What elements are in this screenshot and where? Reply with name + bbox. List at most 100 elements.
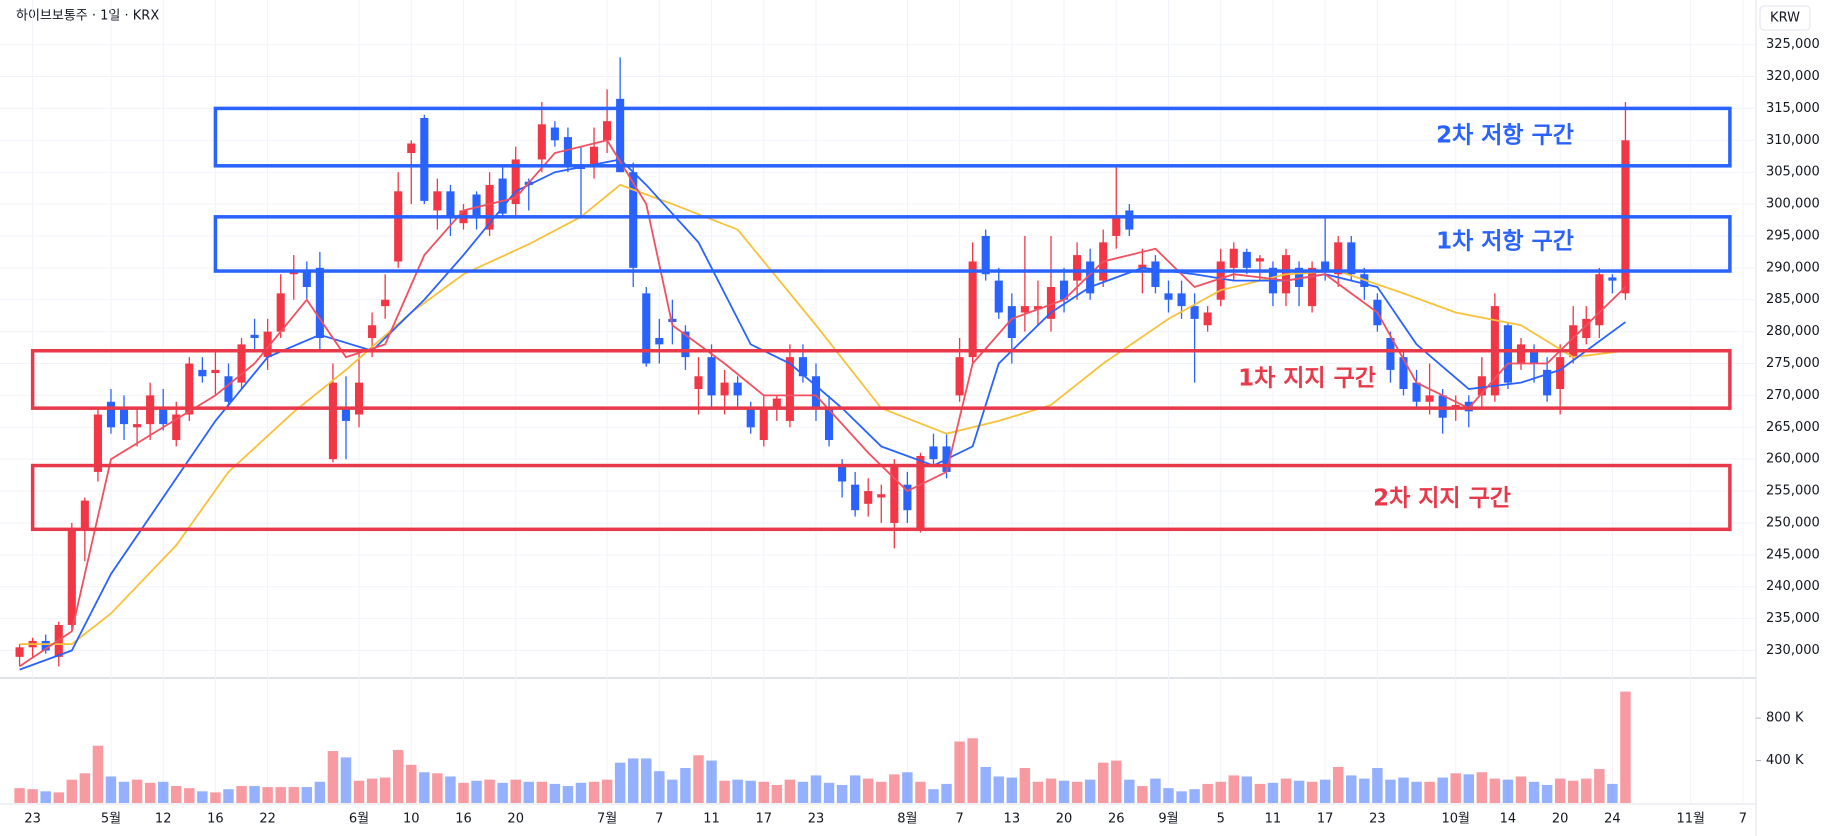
candle-body (133, 424, 142, 428)
y-tick-label: 240,000 (1766, 579, 1820, 594)
volume-bar (954, 741, 965, 803)
candle-body (589, 146, 599, 166)
candle-body (707, 357, 716, 396)
volume-bar (523, 781, 534, 803)
volume-bar (1411, 781, 1422, 803)
x-tick-label: 23 (1369, 812, 1386, 827)
volume-bar (823, 782, 835, 803)
volume-bar (1502, 779, 1514, 803)
volume-bar (1019, 767, 1031, 803)
volume-bar (1515, 776, 1527, 803)
volume-bar (314, 781, 326, 803)
volume-bar (327, 751, 339, 803)
volume-bar (706, 760, 717, 803)
zone-box (213, 106, 1732, 168)
x-tick-label: 20 (1056, 812, 1073, 827)
x-tick-label: 7 (1739, 812, 1747, 827)
y-tick-label: 320,000 (1766, 69, 1820, 84)
candle-body (1059, 280, 1069, 300)
y-tick-label: 270,000 (1766, 388, 1820, 403)
candle-body (981, 235, 990, 275)
volume-bar (340, 757, 352, 803)
volume-bar (1215, 781, 1226, 803)
candle-body (420, 117, 429, 201)
x-tick-label: 20 (507, 812, 524, 827)
volume-bar (14, 788, 25, 803)
candle-body (1151, 261, 1160, 287)
volume-bar (667, 779, 678, 803)
y-tick-label: 315,000 (1766, 101, 1820, 116)
volume-bar (210, 792, 221, 803)
volume-bar (654, 771, 665, 803)
y-tick-label: 255,000 (1766, 484, 1820, 499)
volume-bar (1124, 779, 1135, 803)
volume-bar (1189, 789, 1200, 803)
volume-bar (144, 782, 156, 803)
candle-body (563, 137, 572, 166)
volume-bar (941, 783, 952, 803)
candle-body (824, 408, 834, 441)
candle-body (1086, 261, 1095, 294)
y-tick-label: 325,000 (1766, 37, 1820, 52)
candle-body (1125, 210, 1134, 230)
volume-bar (1594, 769, 1605, 803)
candle-body (1242, 251, 1251, 268)
volume-bar (1006, 777, 1018, 803)
candle-body (1412, 382, 1421, 402)
x-tick-label: 26 (1108, 812, 1125, 827)
volume-bar (184, 788, 195, 803)
x-tick-label: 23 (24, 812, 41, 827)
candle-body (211, 369, 220, 374)
volume-bar (549, 783, 561, 803)
zone-label: 2차 지지 구간 (1373, 486, 1511, 512)
volume-bar (1163, 788, 1174, 803)
candle-body (172, 414, 181, 441)
candle-body (250, 334, 259, 338)
volume-bar (392, 749, 404, 803)
candle-body (1608, 277, 1617, 281)
candle-body (472, 194, 481, 217)
volume-bar (810, 775, 822, 803)
grid (0, 0, 1756, 804)
candle-body (772, 398, 781, 409)
candle-body (929, 446, 938, 460)
volume-bar (1176, 791, 1187, 803)
x-tick-label: 13 (1004, 812, 1021, 827)
candle-body (785, 357, 794, 421)
volume-bar (784, 779, 796, 803)
volume-bar (719, 780, 730, 803)
candle-body (681, 331, 690, 358)
volume-bar (1202, 783, 1213, 803)
volume-bar (105, 776, 117, 803)
volume-bar (915, 781, 926, 803)
candle-body (263, 331, 272, 358)
candle-body (1556, 357, 1565, 390)
volume-bar (641, 758, 652, 803)
candle-body (1543, 369, 1552, 396)
x-tick-label: 7 (655, 812, 663, 827)
volume-bar (614, 762, 626, 803)
volume-bar (1620, 691, 1631, 803)
candle-body (1503, 325, 1512, 383)
volume-bar (1254, 783, 1266, 803)
volume-bar (1528, 781, 1540, 803)
volume-bar (301, 787, 313, 803)
x-tick-label: 11월 (1676, 812, 1705, 827)
candle-body (1229, 248, 1238, 268)
x-tick-label: 10월 (1441, 812, 1470, 827)
volume-bar (484, 779, 495, 803)
volume-bar (1228, 775, 1239, 803)
x-tick-label: 23 (808, 812, 825, 827)
volume-bar (849, 775, 861, 803)
volume-bar (902, 772, 913, 803)
candle-body (603, 121, 612, 141)
volume-bar (1385, 779, 1396, 803)
volume-bar (236, 786, 247, 803)
candle-body (224, 376, 233, 402)
volume-bar (27, 789, 38, 803)
candle-body (1595, 274, 1604, 326)
zone-label: 1차 지지 구간 (1238, 366, 1376, 392)
candle-body (1399, 357, 1408, 390)
volume-bar (131, 779, 143, 803)
